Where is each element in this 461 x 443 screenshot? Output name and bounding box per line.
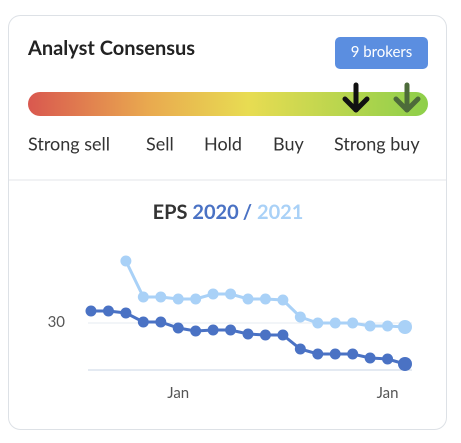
- card-title: Analyst Consensus: [27, 36, 195, 60]
- data-point: [277, 294, 289, 306]
- data-point: [190, 325, 202, 337]
- data-point: [382, 353, 394, 365]
- data-point: [294, 343, 306, 355]
- data-point: [102, 305, 114, 317]
- data-point: [207, 288, 219, 300]
- consensus-label: Strong sell: [28, 133, 110, 155]
- data-point: [329, 317, 341, 329]
- data-point: [347, 348, 359, 360]
- data-point: [312, 317, 324, 329]
- data-point: [137, 291, 149, 303]
- data-point: [347, 317, 359, 329]
- broker-badge[interactable]: [335, 37, 428, 69]
- data-point: [364, 352, 376, 364]
- x-tick-label: Jan: [167, 384, 189, 402]
- x-tick-label: Jan: [377, 384, 399, 402]
- data-point: [172, 293, 184, 305]
- data-point: [398, 320, 412, 334]
- data-point: [120, 307, 132, 319]
- consensus-label: Hold: [204, 133, 242, 155]
- consensus-label: Buy: [273, 133, 304, 155]
- data-point: [259, 329, 271, 341]
- consensus-label: Strong buy: [334, 133, 420, 155]
- data-point: [382, 320, 394, 332]
- data-point: [207, 324, 219, 336]
- data-point: [259, 293, 271, 305]
- data-point: [225, 324, 237, 336]
- data-point: [155, 291, 167, 303]
- data-point: [364, 320, 376, 332]
- data-point: [242, 328, 254, 340]
- data-point: [294, 311, 306, 323]
- arrow-previous: [393, 82, 421, 113]
- data-point: [398, 357, 412, 371]
- data-point: [120, 255, 132, 267]
- data-point: [277, 329, 289, 341]
- consensus-label: Sell: [146, 133, 174, 155]
- title-separator: /: [243, 200, 252, 224]
- broker-count[interactable]: 9 brokers: [351, 43, 413, 61]
- data-point: [85, 305, 97, 317]
- data-point: [137, 316, 149, 328]
- title-text: EPS: [153, 200, 188, 224]
- y-tick-label: 30: [48, 313, 66, 331]
- data-point: [155, 316, 167, 328]
- data-point: [312, 348, 324, 360]
- consensus-bar: [28, 92, 428, 116]
- data-point: [190, 293, 202, 305]
- legend-2021: 2021: [257, 200, 303, 224]
- data-point: [242, 293, 254, 305]
- arrow-current: [342, 82, 370, 113]
- legend-2020: 2020: [192, 200, 239, 224]
- chart-title: EPS 2020/ 2021: [153, 200, 304, 224]
- data-point: [225, 288, 237, 300]
- data-point: [329, 348, 341, 360]
- data-point: [172, 322, 184, 334]
